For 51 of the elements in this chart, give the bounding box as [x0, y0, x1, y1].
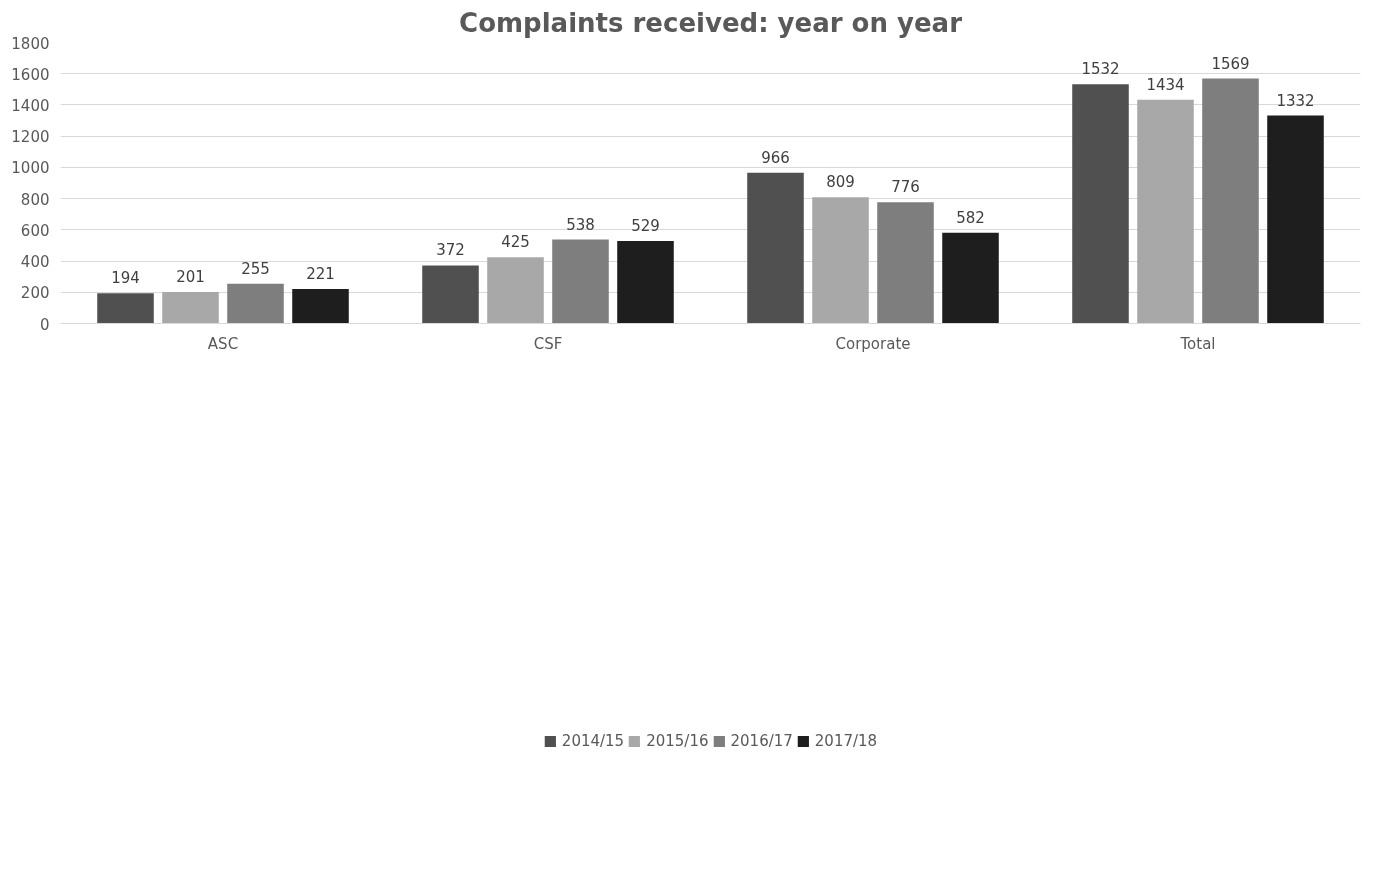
y-tick-label: 1800 — [11, 34, 50, 53]
y-tick-label: 1000 — [11, 159, 50, 178]
legend-label: 2016/17 — [730, 731, 793, 750]
bar — [1137, 99, 1194, 324]
bar — [617, 240, 674, 324]
bar — [1202, 78, 1259, 324]
y-tick-label: 1200 — [11, 128, 50, 147]
data-label: 776 — [891, 178, 920, 197]
bar — [227, 283, 284, 324]
y-tick-label: 1400 — [11, 96, 50, 115]
data-label: 538 — [566, 215, 595, 234]
data-label: 1569 — [1211, 54, 1250, 73]
bar — [1072, 84, 1129, 324]
bar — [552, 239, 609, 324]
bar — [747, 172, 804, 324]
data-label: 255 — [241, 259, 270, 278]
bar — [1267, 115, 1324, 324]
bar — [877, 202, 934, 324]
data-label: 809 — [826, 173, 855, 192]
data-label: 201 — [176, 268, 205, 287]
x-tick-label: CSF — [533, 334, 563, 353]
data-label: 1434 — [1146, 75, 1185, 94]
data-label: 425 — [501, 233, 530, 252]
bar — [422, 265, 479, 324]
data-label: 221 — [306, 265, 335, 283]
bar — [487, 257, 544, 324]
y-tick-label: 0 — [39, 315, 50, 334]
chart-title: Complaints received: year on year — [459, 7, 963, 38]
bar — [942, 232, 999, 324]
data-label: 529 — [631, 216, 660, 235]
bar — [812, 197, 869, 324]
legend-label: 2017/18 — [814, 731, 878, 750]
data-label: 582 — [956, 208, 985, 227]
data-label: 372 — [436, 241, 465, 260]
legend-label: 2015/16 — [646, 731, 709, 750]
y-tick-label: 400 — [20, 253, 50, 272]
bar — [162, 292, 219, 324]
legend-label: 2014/15 — [561, 731, 625, 750]
y-tick-label: 600 — [20, 221, 50, 240]
data-label: 1332 — [1276, 91, 1315, 110]
x-tick-label: Total — [1179, 334, 1216, 353]
data-label: 1532 — [1081, 60, 1120, 79]
y-tick-label: 800 — [20, 190, 50, 209]
x-tick-label: ASC — [207, 334, 239, 353]
data-label: 194 — [111, 269, 140, 288]
x-tick-label: Corporate — [835, 334, 911, 353]
y-tick-label: 200 — [20, 284, 50, 303]
data-label: 966 — [761, 148, 790, 167]
bar — [97, 293, 154, 324]
bar — [292, 289, 349, 324]
y-tick-label: 1600 — [11, 65, 50, 84]
